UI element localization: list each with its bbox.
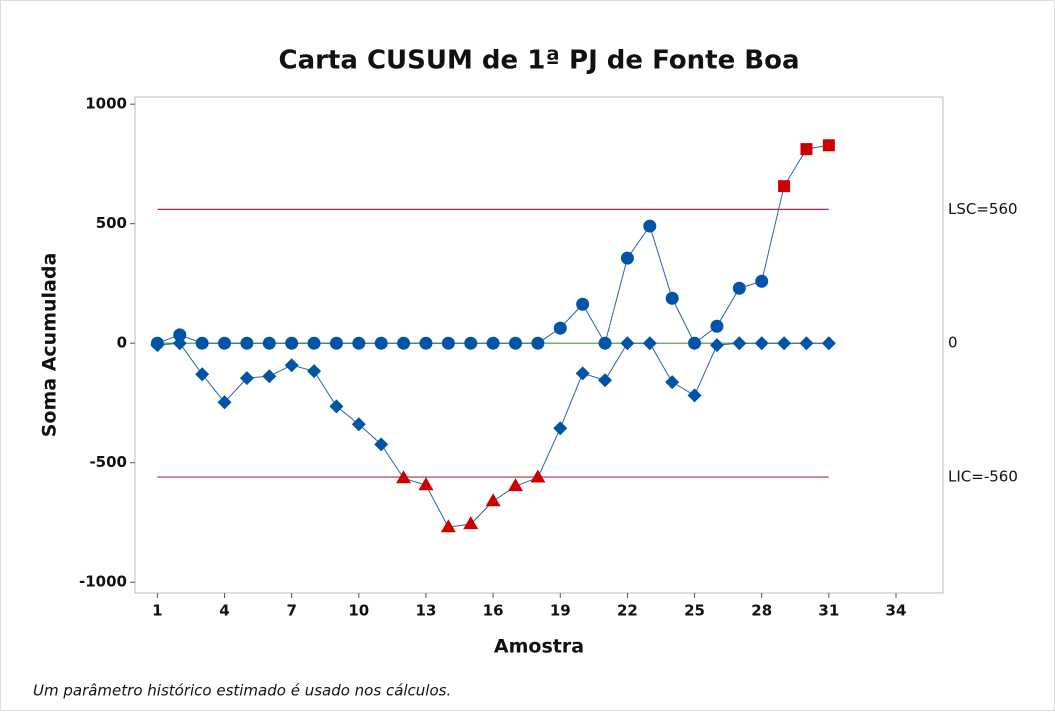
marker [531,336,545,350]
y-tick-label: 0 [117,334,127,352]
marker [441,336,455,350]
marker [351,417,366,432]
marker [218,336,232,350]
marker [397,336,411,350]
marker [732,336,747,351]
marker [553,321,567,335]
y-axis-label: Soma Acumulada [39,253,61,438]
marker [643,219,657,233]
marker [239,371,254,386]
marker [374,437,389,452]
marker [576,297,590,311]
marker [778,180,791,193]
marker [530,469,546,483]
marker [418,477,434,491]
marker [485,493,501,507]
x-tick-label: 4 [219,602,229,620]
marker [665,375,680,390]
marker [575,366,590,381]
marker [755,274,769,288]
marker [419,336,433,350]
marker [173,328,187,342]
x-tick-label: 28 [751,602,772,620]
x-tick-label: 7 [286,602,296,620]
x-tick-label: 1 [152,602,162,620]
chart-title: Carta CUSUM de 1ª PJ de Fonte Boa [278,46,799,76]
marker [800,143,813,156]
marker [598,336,612,350]
marker [688,336,702,350]
marker [329,399,344,414]
y-tick-label: -500 [89,453,127,471]
marker [777,336,792,351]
marker [307,336,321,350]
marker [598,373,613,388]
marker [464,336,478,350]
x-tick-label: 16 [483,602,504,620]
plot-area [134,96,944,594]
x-tick-label: 25 [684,602,705,620]
marker [195,367,210,382]
marker [463,516,479,530]
marker [620,336,635,351]
marker [821,336,836,351]
marker [620,251,634,265]
marker [262,369,277,384]
y-tick-label: 500 [96,214,127,232]
marker [396,470,412,484]
marker [374,336,388,350]
x-tick-label: 34 [886,602,907,620]
marker [284,358,299,373]
ucl-label: LSC=560 [948,200,1018,218]
x-tick-label: 10 [348,602,369,620]
x-axis-label: Amostra [494,636,584,658]
marker [150,338,165,353]
marker [709,338,724,353]
marker [262,336,276,350]
y-tick-label: 1000 [85,95,127,113]
footnote: Um parâmetro histórico estimado é usado … [33,682,451,700]
marker [754,336,769,351]
marker [553,421,568,436]
marker [710,319,724,333]
marker [329,336,343,350]
x-tick-label: 31 [818,602,839,620]
marker [687,388,702,403]
marker [732,281,746,295]
marker [307,364,322,379]
center-label: 0 [948,334,958,352]
marker [352,336,366,350]
x-tick-label: 19 [550,602,571,620]
y-tick-label: -1000 [79,573,127,591]
marker [507,478,523,492]
marker [440,519,456,533]
marker [217,395,232,410]
marker [508,336,522,350]
marker [642,336,657,351]
lcl-label: LIC=-560 [948,468,1018,486]
marker [486,336,500,350]
x-tick-label: 13 [416,602,437,620]
marker [799,336,814,351]
marker [172,336,187,351]
marker [240,336,254,350]
marker [195,336,209,350]
marker [665,291,679,305]
marker [822,139,835,152]
x-tick-label: 22 [617,602,638,620]
marker [285,336,299,350]
